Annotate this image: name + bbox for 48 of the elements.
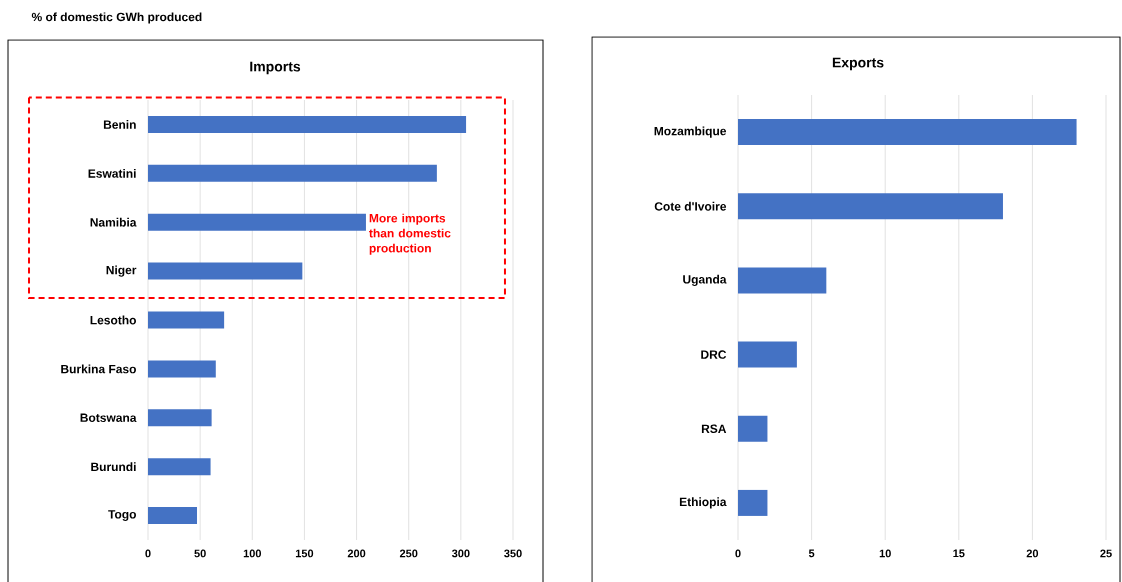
x-tick-label: 50 bbox=[194, 549, 206, 558]
x-tick-label: 150 bbox=[295, 549, 314, 558]
y-tick-label: Ethiopia bbox=[679, 497, 727, 509]
bar bbox=[738, 119, 1077, 146]
y-tick-label: DRC bbox=[701, 350, 727, 359]
x-tick-label: 0 bbox=[735, 549, 741, 558]
bar bbox=[148, 360, 216, 378]
bar bbox=[148, 311, 225, 329]
x-tick-label: 5 bbox=[808, 549, 815, 558]
y-tick-label: Eswatini bbox=[88, 168, 136, 178]
y-tick-label: Cote d'Ivoire bbox=[654, 201, 727, 211]
x-tick-label: 300 bbox=[451, 549, 470, 558]
bar bbox=[148, 115, 467, 133]
y-tick-label: Togo bbox=[108, 510, 136, 521]
x-tick-label: 250 bbox=[399, 549, 418, 558]
bar bbox=[738, 193, 1003, 220]
y-tick-label: Mozambique bbox=[654, 126, 727, 138]
y-tick-label: Lesotho bbox=[90, 315, 136, 325]
y-tick-label: RSA bbox=[701, 424, 727, 433]
bar bbox=[148, 507, 198, 525]
bar bbox=[738, 267, 827, 294]
x-tick-label: 25 bbox=[1100, 549, 1112, 558]
bar bbox=[738, 415, 768, 442]
x-tick-label: 20 bbox=[1026, 549, 1039, 558]
text: % of domestic GWh produced bbox=[31, 12, 202, 24]
chart-title: Imports bbox=[250, 61, 301, 75]
y-tick-label: Botswana bbox=[80, 413, 137, 422]
y-tick-label: Namibia bbox=[90, 217, 137, 227]
y-tick-label: Burundi bbox=[91, 462, 136, 472]
bar bbox=[148, 164, 437, 182]
x-tick-label: 200 bbox=[347, 549, 366, 558]
y-tick-label: Benin bbox=[103, 120, 136, 129]
bar bbox=[738, 489, 768, 516]
bar bbox=[148, 458, 211, 476]
y-tick-label: Burkina Faso bbox=[61, 364, 136, 374]
x-tick-label: 100 bbox=[243, 549, 261, 558]
chart-title: Exports bbox=[832, 57, 884, 71]
x-tick-label: 10 bbox=[879, 549, 891, 558]
bar bbox=[148, 409, 212, 427]
y-tick-label: Niger bbox=[106, 265, 137, 277]
y-tick-label: Uganda bbox=[683, 274, 727, 287]
bar bbox=[148, 213, 366, 231]
bar bbox=[738, 341, 797, 368]
x-tick-label: 0 bbox=[145, 549, 151, 558]
x-tick-label: 15 bbox=[953, 549, 965, 558]
annotation: More imports than domestic production bbox=[369, 213, 451, 255]
bar bbox=[148, 262, 303, 280]
x-tick-label: 350 bbox=[504, 549, 522, 558]
